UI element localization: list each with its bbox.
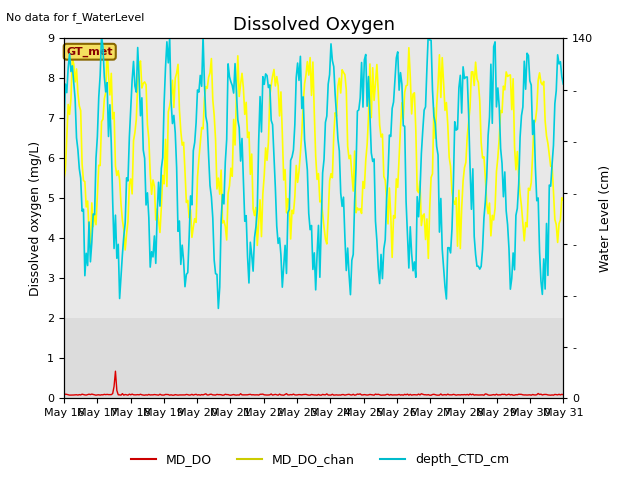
Text: No data for f_WaterLevel: No data for f_WaterLevel [6,12,145,23]
Title: Dissolved Oxygen: Dissolved Oxygen [232,16,395,34]
Bar [64,318,563,398]
Y-axis label: Water Level (cm): Water Level (cm) [599,165,612,272]
Text: GT_met: GT_met [67,47,113,57]
Y-axis label: Dissolved oxygen (mg/L): Dissolved oxygen (mg/L) [29,141,42,296]
Legend: MD_DO, MD_DO_chan, depth_CTD_cm: MD_DO, MD_DO_chan, depth_CTD_cm [126,448,514,471]
